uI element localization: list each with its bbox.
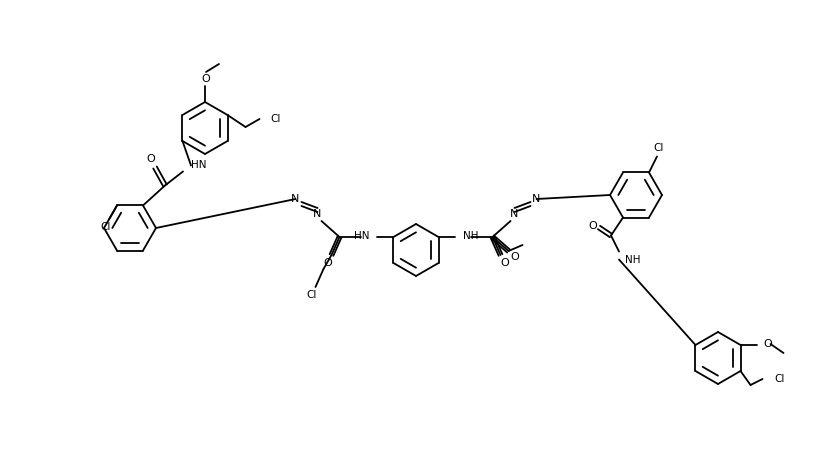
Text: O: O <box>510 252 519 262</box>
Text: Cl: Cl <box>101 223 111 232</box>
Text: Cl: Cl <box>654 143 664 154</box>
Text: O: O <box>588 220 597 230</box>
Text: Cl: Cl <box>774 374 785 384</box>
Text: Cl: Cl <box>271 114 281 124</box>
Text: O: O <box>202 74 210 84</box>
Text: N: N <box>533 194 541 204</box>
Text: NH: NH <box>625 254 641 265</box>
Text: O: O <box>323 258 332 268</box>
Text: O: O <box>764 339 772 349</box>
Text: N: N <box>510 209 519 219</box>
Text: N: N <box>313 209 322 219</box>
Text: HN: HN <box>354 231 370 241</box>
Text: N: N <box>292 194 300 204</box>
Text: NH: NH <box>463 231 478 241</box>
Text: Cl: Cl <box>307 290 317 300</box>
Text: O: O <box>500 258 509 268</box>
Text: O: O <box>146 154 155 165</box>
Text: HN: HN <box>191 160 206 171</box>
